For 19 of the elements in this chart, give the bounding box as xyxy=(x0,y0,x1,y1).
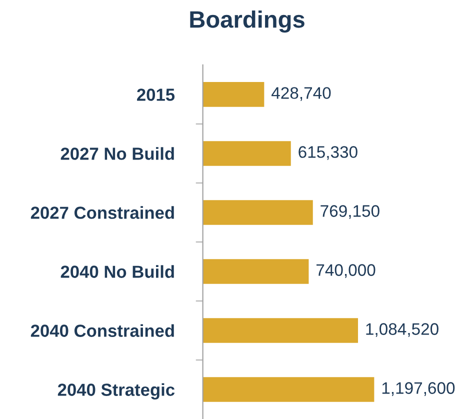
data-label: 1,197,600 xyxy=(382,382,455,396)
data-label: 1,084,520 xyxy=(366,323,438,337)
bar xyxy=(202,82,264,107)
bar xyxy=(202,141,291,166)
y-tick-label: 2040 Strategic xyxy=(58,383,175,400)
y-tick-label: 2040 No Build xyxy=(60,265,174,278)
bar xyxy=(202,200,313,225)
y-tick-label: 2027 No Build xyxy=(60,147,174,160)
data-label: 769,150 xyxy=(320,205,380,219)
data-label: 740,000 xyxy=(316,264,376,278)
bar xyxy=(202,318,358,343)
y-tick-label: 2027 Constrained xyxy=(30,206,174,219)
y-tick-label: 2015 xyxy=(137,88,175,101)
data-label: 428,740 xyxy=(272,87,331,101)
chart-title: Boardings xyxy=(190,10,304,33)
data-label: 615,330 xyxy=(298,146,358,160)
y-tick-label: 2040 Constrained xyxy=(30,324,174,337)
bar xyxy=(202,377,374,402)
bar xyxy=(202,259,309,284)
